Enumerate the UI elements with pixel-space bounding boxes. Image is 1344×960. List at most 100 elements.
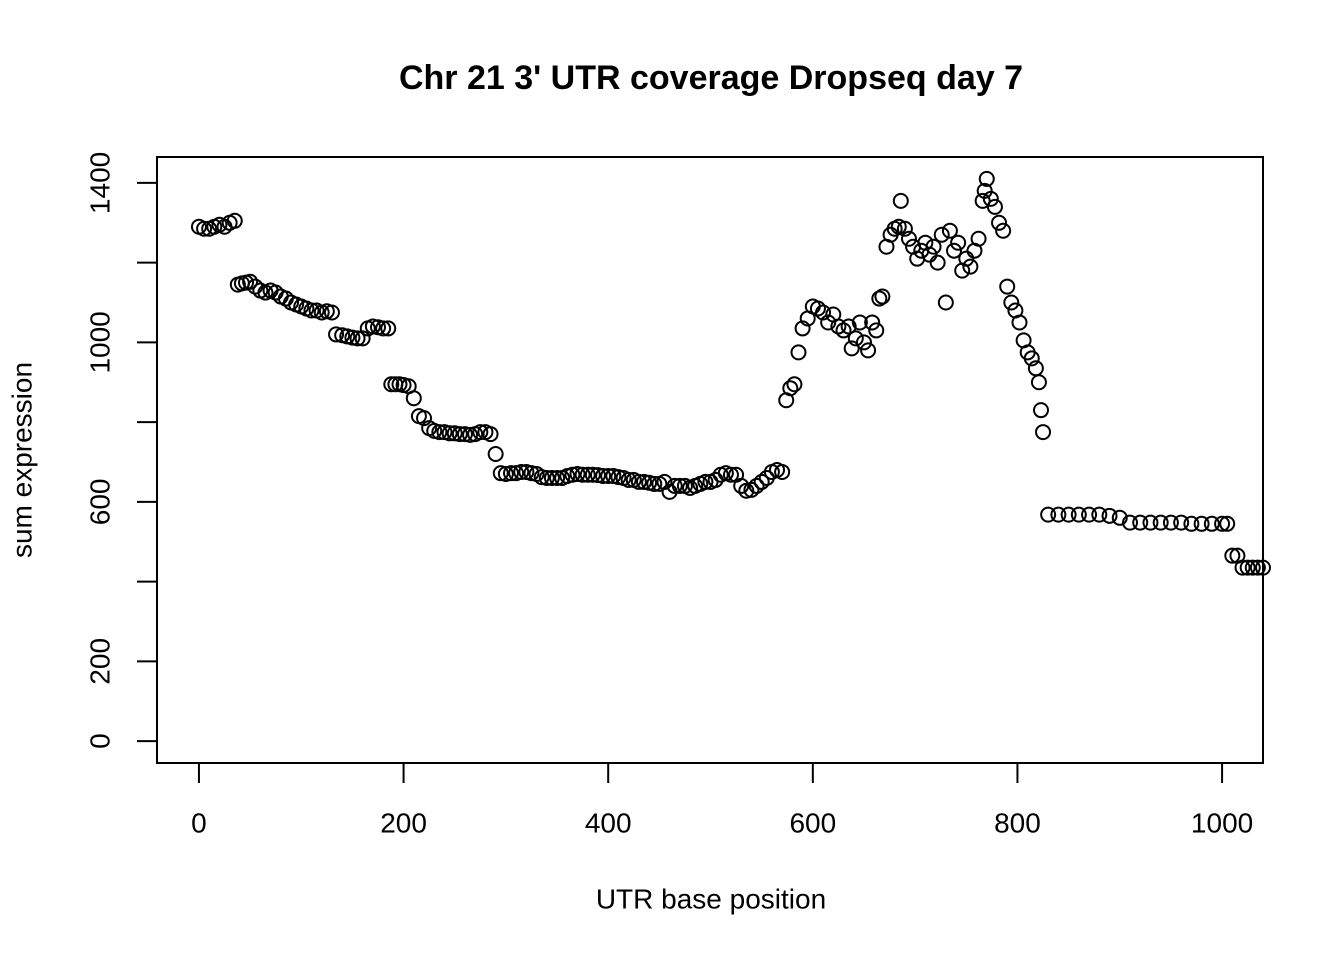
point [790,344,807,361]
point [595,467,612,484]
point [1032,402,1049,419]
point [986,198,1003,215]
point [1132,514,1149,531]
point [1142,514,1159,531]
point [354,330,371,347]
point [462,426,479,443]
y-tick-label: 0 [84,733,115,749]
x-tick-label: 800 [994,807,1041,838]
point [196,220,213,237]
point [1030,374,1047,391]
point [589,467,606,484]
point [1011,314,1028,331]
point [697,473,714,490]
point [840,318,857,335]
point [375,320,392,337]
point [937,294,954,311]
point [538,469,555,486]
point [794,320,811,337]
point [671,477,688,494]
point [1091,506,1108,523]
point [584,466,601,483]
point [656,473,673,490]
point [323,304,340,321]
point [970,230,987,247]
point [921,246,938,263]
point [958,250,975,267]
point [978,170,995,187]
point [847,330,864,347]
point [303,302,320,319]
point [874,288,891,305]
point [446,425,463,442]
point [925,238,942,255]
point [1173,514,1190,531]
point [579,466,596,483]
x-tick-label: 400 [585,807,632,838]
point [533,469,550,486]
point [722,466,739,483]
point [503,465,520,482]
x-tick-label: 0 [191,807,207,838]
point [995,222,1012,239]
point [743,481,760,498]
point [610,469,627,486]
point [636,473,653,490]
point [1003,294,1020,311]
point [564,466,581,483]
point [620,471,637,488]
point [431,424,448,441]
point [405,390,422,407]
point [782,380,799,397]
point [991,214,1008,231]
point [1152,514,1169,531]
plot-frame [156,156,1264,764]
x-tick-label: 1000 [1191,807,1253,838]
point [864,314,881,331]
chart-title: Chr 21 3' UTR coverage Dropseq day 7 [399,59,1023,97]
point [1111,509,1128,526]
point [574,466,591,483]
point [1101,507,1118,524]
point [774,463,791,480]
point [820,314,837,331]
point [1050,506,1067,523]
point [1224,547,1241,564]
point [487,446,504,463]
point [646,475,663,492]
point [1035,424,1052,441]
point [349,330,366,347]
point [1023,350,1040,367]
point [896,220,913,237]
x-axis-label: UTR base position [596,883,826,914]
point [630,473,647,490]
point [851,314,868,331]
point [855,334,872,351]
point [1193,515,1210,532]
point [344,329,361,346]
point [748,477,765,494]
point [1239,559,1256,576]
point [328,326,345,343]
point [1162,514,1179,531]
point [666,477,683,494]
point [950,234,967,251]
point [835,322,852,339]
point [497,465,514,482]
point [815,304,832,321]
point [549,469,566,486]
point [982,190,999,207]
point [1060,506,1077,523]
point [226,212,243,229]
y-axis-label: sum expression [6,362,37,558]
point [941,222,958,239]
point [860,342,877,359]
x-tick-label: 200 [380,807,427,838]
point [1234,559,1251,576]
y-tick-label: 600 [84,479,115,526]
y-tick-label: 1000 [84,311,115,373]
point [543,469,560,486]
point [929,254,946,271]
point [753,473,770,490]
